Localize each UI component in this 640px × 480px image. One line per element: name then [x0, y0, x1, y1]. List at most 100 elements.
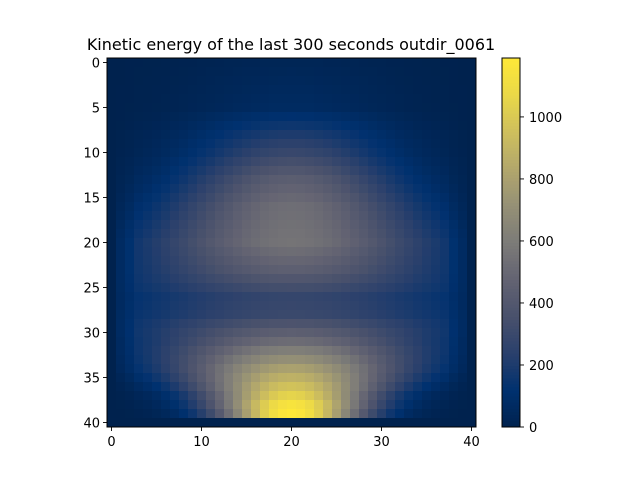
heatmap-cell — [377, 229, 387, 239]
heatmap-cell — [386, 292, 396, 302]
heatmap-cell — [440, 85, 450, 95]
heatmap-cell — [170, 382, 180, 392]
heatmap-cell — [386, 211, 396, 221]
heatmap-cell — [368, 157, 378, 167]
heatmap-cell — [377, 139, 387, 149]
heatmap-cell — [152, 373, 162, 383]
heatmap-cell — [395, 220, 405, 230]
heatmap-cell — [179, 58, 189, 68]
heatmap-cell — [161, 319, 171, 329]
heatmap-cell — [458, 229, 468, 239]
colorbar-segment — [502, 328, 520, 333]
colorbar-segment — [502, 233, 520, 237]
heatmap-cell — [377, 391, 387, 401]
heatmap-cell — [314, 265, 324, 275]
heatmap-cell — [251, 418, 261, 428]
heatmap-cell — [107, 391, 117, 401]
heatmap-cell — [350, 85, 360, 95]
heatmap-cell — [323, 364, 333, 374]
heatmap-cell — [152, 418, 162, 428]
heatmap-cell — [224, 130, 234, 140]
colorbar-segment — [502, 131, 520, 136]
heatmap-cell — [377, 157, 387, 167]
heatmap-cell — [341, 364, 351, 374]
heatmap-cell — [305, 265, 315, 275]
heatmap-cell — [179, 85, 189, 95]
y-tick-label: 30 — [83, 327, 100, 342]
heatmap-cell — [359, 148, 369, 158]
heatmap-cell — [143, 238, 153, 248]
heatmap-cell — [332, 211, 342, 221]
heatmap-cell — [116, 193, 126, 203]
heatmap-cell — [431, 247, 441, 257]
heatmap-cell — [350, 328, 360, 338]
y-tick-label: 40 — [83, 417, 100, 432]
heatmap-cell — [323, 310, 333, 320]
heatmap-cell — [224, 148, 234, 158]
heatmap-cell — [179, 148, 189, 158]
heatmap-cell — [215, 211, 225, 221]
heatmap-cell — [116, 202, 126, 212]
heatmap-cell — [467, 247, 477, 257]
heatmap-cell — [368, 364, 378, 374]
heatmap-cell — [206, 292, 216, 302]
heatmap-cell — [143, 130, 153, 140]
heatmap-cell — [233, 238, 243, 248]
heatmap-cell — [197, 328, 207, 338]
heatmap-cell — [305, 328, 315, 338]
heatmap-cell — [188, 175, 198, 185]
heatmap-cell — [431, 346, 441, 356]
heatmap-cell — [296, 391, 306, 401]
heatmap-cell — [395, 310, 405, 320]
heatmap-cell — [116, 400, 126, 410]
heatmap-cell — [233, 67, 243, 77]
heatmap-cell — [323, 373, 333, 383]
colorbar-segment — [502, 353, 520, 357]
heatmap-cell — [116, 121, 126, 131]
heatmap-cell — [395, 292, 405, 302]
heatmap-cell — [314, 157, 324, 167]
heatmap-cell — [386, 121, 396, 131]
heatmap-cell — [422, 157, 432, 167]
x-tick-label: 10 — [193, 435, 210, 450]
colorbar-segment — [502, 224, 520, 228]
heatmap-cell — [161, 256, 171, 266]
heatmap-cell — [134, 157, 144, 167]
heatmap-cell — [467, 193, 477, 203]
heatmap-cell — [287, 103, 297, 113]
heatmap-cell — [242, 139, 252, 149]
heatmap-cell — [467, 220, 477, 230]
heatmap-cell — [188, 310, 198, 320]
heatmap-cell — [332, 94, 342, 104]
heatmap-cell — [116, 418, 126, 428]
heatmap-cell — [323, 76, 333, 86]
colorbar-segment — [502, 396, 520, 400]
heatmap-cell — [134, 94, 144, 104]
heatmap-cell — [125, 85, 135, 95]
heatmap-cell — [134, 130, 144, 140]
heatmap-cell — [161, 148, 171, 158]
heatmap-cell — [404, 310, 414, 320]
heatmap-cell — [305, 211, 315, 221]
heatmap-cell — [413, 157, 423, 167]
heatmap-cell — [422, 355, 432, 365]
heatmap-cell — [404, 220, 414, 230]
heatmap-cell — [449, 409, 459, 419]
colorbar-segment — [502, 97, 520, 102]
heatmap-cell — [107, 184, 117, 194]
heatmap-cell — [359, 238, 369, 248]
heatmap-cell — [431, 292, 441, 302]
heatmap-cell — [359, 346, 369, 356]
heatmap-cell — [341, 85, 351, 95]
heatmap-cell — [269, 202, 279, 212]
heatmap-cell — [116, 364, 126, 374]
heatmap-cell — [377, 355, 387, 365]
heatmap-cell — [395, 328, 405, 338]
heatmap-cell — [242, 94, 252, 104]
heatmap-cell — [215, 400, 225, 410]
heatmap-cell — [449, 157, 459, 167]
heatmap-cell — [170, 166, 180, 176]
heatmap-cell — [179, 409, 189, 419]
heatmap-cell — [431, 400, 441, 410]
heatmap-cell — [368, 184, 378, 194]
